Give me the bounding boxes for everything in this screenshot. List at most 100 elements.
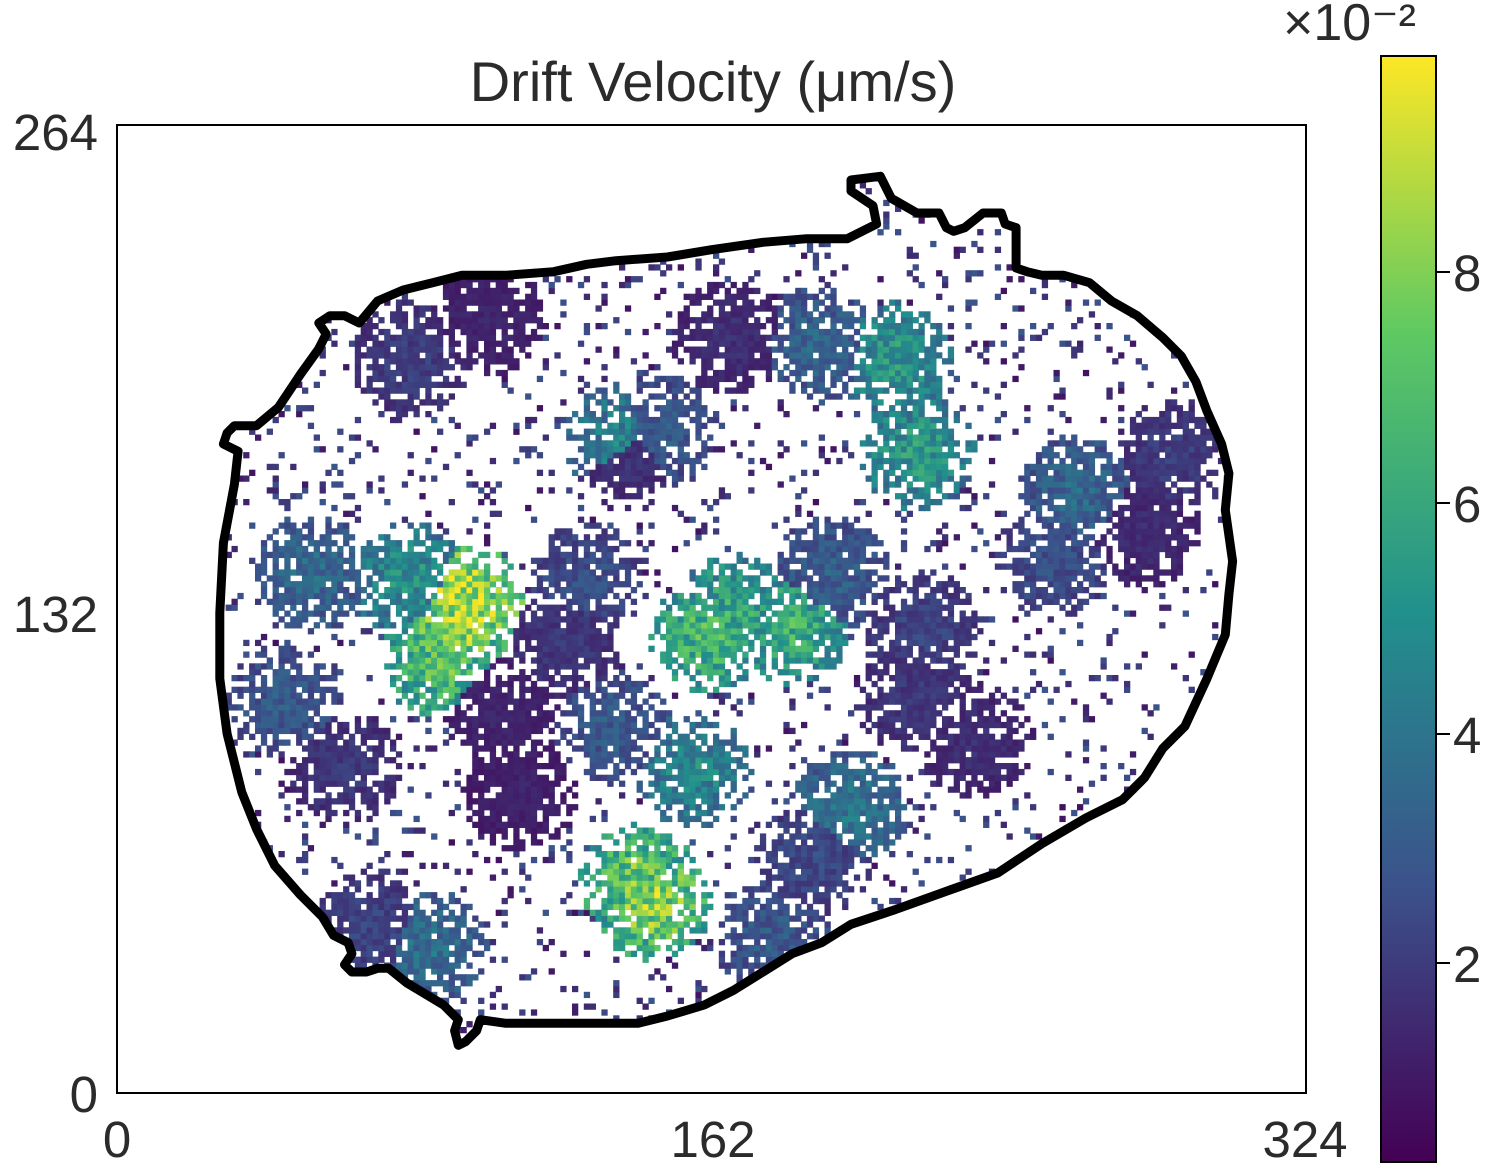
heatmap-cell <box>519 839 526 846</box>
heatmap-cell <box>759 346 767 353</box>
heatmap-cell <box>489 716 497 723</box>
heatmap-cell <box>566 839 573 846</box>
heatmap-cell <box>724 587 731 594</box>
heatmap-cell <box>437 974 444 981</box>
heatmap-cell <box>577 645 585 652</box>
heatmap-cell <box>425 651 432 658</box>
heatmap-cell <box>777 909 784 916</box>
heatmap-cell <box>601 880 608 887</box>
heatmap-cell <box>765 563 773 570</box>
heatmap-cell <box>313 763 320 770</box>
heatmap-cell <box>648 763 655 770</box>
heatmap-cell <box>789 475 796 482</box>
heatmap-cell <box>607 604 614 611</box>
heatmap-cell <box>478 317 485 324</box>
heatmap-cell <box>548 551 555 559</box>
heatmap-cell <box>437 686 444 693</box>
heatmap-cell <box>331 675 338 682</box>
heatmap-cell <box>806 804 814 811</box>
heatmap-cell <box>284 721 291 729</box>
heatmap-cell <box>454 281 461 289</box>
heatmap-cell <box>525 675 532 682</box>
heatmap-cell <box>378 886 385 893</box>
heatmap-cell <box>366 798 373 805</box>
heatmap-cell <box>525 645 532 652</box>
heatmap-cell <box>495 763 502 770</box>
heatmap-cell <box>384 299 391 306</box>
heatmap-cell <box>607 504 614 512</box>
heatmap-cell <box>589 645 596 652</box>
heatmap-cell <box>642 915 649 922</box>
heatmap-cell <box>654 757 661 764</box>
heatmap-cell <box>730 581 737 588</box>
heatmap-cell <box>442 381 450 388</box>
heatmap-cell <box>795 493 802 500</box>
heatmap-cell <box>454 545 461 553</box>
heatmap-cell <box>689 874 696 881</box>
heatmap-cell <box>683 540 690 547</box>
heatmap-cell <box>648 862 655 869</box>
heatmap-cell <box>759 622 767 629</box>
heatmap-cell <box>666 751 673 758</box>
heatmap-cell <box>789 939 796 946</box>
heatmap-cell <box>413 569 420 576</box>
heatmap-cell <box>243 710 250 717</box>
heatmap-cell <box>442 657 450 664</box>
heatmap-cell <box>372 745 379 752</box>
heatmap-cell <box>636 886 643 893</box>
heatmap-cell <box>707 763 714 770</box>
heatmap-cell <box>284 581 291 588</box>
heatmap-cell <box>448 364 455 371</box>
heatmap-cell <box>472 434 479 441</box>
heatmap-cell <box>801 909 808 916</box>
heatmap-cell <box>525 780 532 787</box>
heatmap-cell <box>619 463 626 471</box>
heatmap-cell <box>677 862 684 869</box>
heatmap-cell <box>671 639 679 647</box>
heatmap-cell <box>713 264 720 271</box>
heatmap-cell <box>718 804 726 811</box>
heatmap-cell <box>354 897 362 905</box>
heatmap-cell <box>419 604 426 611</box>
heatmap-cell <box>724 375 731 383</box>
heatmap-cell <box>360 757 367 764</box>
heatmap-cell <box>566 663 573 670</box>
heatmap-cell <box>654 921 661 928</box>
heatmap-cell <box>425 639 432 647</box>
heatmap-cell <box>795 569 802 576</box>
heatmap-cell <box>718 639 726 647</box>
heatmap-cell <box>290 540 297 547</box>
heatmap-cell <box>513 592 520 600</box>
heatmap-cell <box>783 587 790 594</box>
heatmap-cell <box>713 252 720 259</box>
heatmap-cell <box>413 716 420 723</box>
heatmap-cell <box>724 334 731 341</box>
heatmap-cell <box>419 622 426 629</box>
heatmap-cell <box>736 317 743 324</box>
heatmap-cell <box>437 669 444 676</box>
heatmap-cell <box>536 575 544 582</box>
heatmap-cell <box>583 733 591 740</box>
heatmap-cell <box>783 657 790 664</box>
heatmap-cell <box>560 798 567 805</box>
heatmap-cell <box>478 604 485 611</box>
heatmap-cell <box>742 592 749 600</box>
heatmap-cell <box>536 739 544 746</box>
heatmap-cell <box>636 469 643 476</box>
heatmap-cell <box>707 651 714 658</box>
heatmap-cell <box>360 352 367 359</box>
heatmap-cell <box>724 639 731 647</box>
heatmap-cell <box>478 686 485 693</box>
heatmap-cell <box>613 862 620 869</box>
heatmap-cell <box>572 411 579 418</box>
heatmap-cell <box>701 798 708 805</box>
heatmap-cell <box>666 933 673 940</box>
heatmap-cell <box>437 663 444 670</box>
heatmap-cell <box>419 311 426 318</box>
heatmap-cell <box>437 405 444 412</box>
heatmap-cell <box>272 581 279 588</box>
heatmap-cell <box>372 909 379 916</box>
heatmap-cell <box>619 933 626 940</box>
heatmap-cell <box>431 639 438 647</box>
heatmap-cell <box>348 457 356 465</box>
